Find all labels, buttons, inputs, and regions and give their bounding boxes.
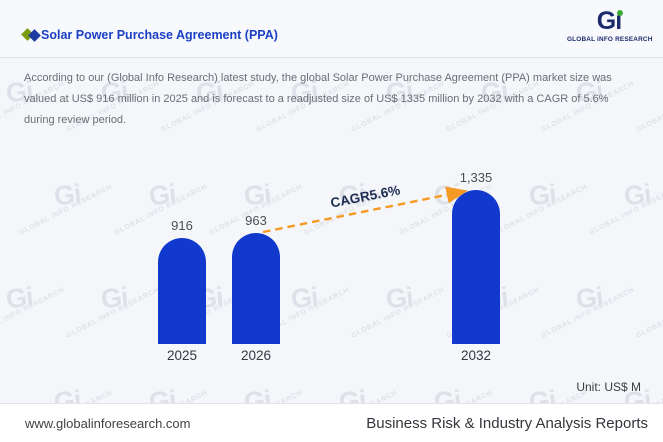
footer: www.globalinforesearch.com Business Risk…: [0, 403, 663, 442]
watermark-gi-icon: Gi: [147, 178, 177, 212]
bar-2025: [158, 238, 206, 344]
watermark-gi-icon: Gi: [52, 384, 82, 403]
watermark-text: GLOBAL INFO RESEARCH: [18, 183, 114, 237]
watermark-gi-icon: Gi: [147, 384, 177, 403]
watermark-gi-icon: Gi: [527, 384, 557, 403]
watermark-text: GLOBAL INFO RESEARCH: [18, 389, 113, 403]
watermark-text: GLOBAL INFO RESEARCH: [350, 286, 446, 340]
watermark-text: GLOBAL INFO RESEARCH: [493, 389, 588, 403]
watermark-gi-icon: Gi: [242, 178, 272, 212]
watermark-gi-icon: Gi: [4, 281, 34, 315]
bar-2026: [232, 233, 280, 344]
bar-2032: [452, 190, 500, 344]
footer-website: www.globalinforesearch.com: [25, 415, 191, 431]
watermark-gi-icon: Gi: [52, 178, 82, 212]
watermark-gi-icon: Gi: [622, 178, 652, 212]
watermark-text: GLOBAL INFO RESEARCH: [635, 286, 663, 340]
footer-tagline: Business Risk & Industry Analysis Report…: [366, 414, 648, 432]
watermark-text: GLOBAL INFO RESEARCH: [398, 389, 493, 403]
watermark-text: GLOBAL INFO RESEARCH: [303, 389, 398, 403]
x-axis-label-2026: 2026: [240, 348, 272, 363]
watermark-gi-icon: Gi: [527, 178, 557, 212]
brand-logo-caption: GLOBAL iNFO RESEARCH: [567, 36, 653, 43]
cagr-annotation: CAGR5.6%: [329, 182, 402, 211]
watermark-text: GLOBAL INFO RESEARCH: [113, 389, 208, 403]
page-title: Solar Power Purchase Agreement (PPA): [41, 28, 278, 42]
watermark-text: GLOBAL INFO RESEARCH: [588, 183, 663, 237]
bar-value-label-2026: 963: [245, 213, 267, 228]
watermark-text: GLOBAL INFO RESEARCH: [0, 286, 66, 340]
summary-text: According to our (Global Info Research) …: [24, 72, 612, 126]
logo-letter-i: ı: [615, 7, 622, 35]
x-axis-label-2025: 2025: [166, 348, 198, 363]
bar-value-label-2032: 1,335: [459, 170, 493, 185]
watermark-text: GLOBAL INFO RESEARCH: [540, 286, 636, 340]
summary-section: According to our (Global Info Research) …: [0, 57, 663, 131]
watermark-gi-icon: Gi: [242, 384, 272, 403]
bar-group-2026: 963 2026: [216, 213, 296, 363]
watermark-gi-icon: Gi: [384, 281, 414, 315]
watermark-gi-icon: Gi: [432, 384, 462, 403]
logo-letter-g: G: [596, 7, 616, 35]
bar-value-label-2025: 916: [171, 218, 193, 233]
watermark-text: GLOBAL INFO RESEARCH: [208, 389, 303, 403]
brand-logo-mark: Gı: [596, 7, 624, 35]
watermark-gi-icon: Gi: [574, 281, 604, 315]
watermark-gi-icon: Gi: [99, 281, 129, 315]
x-axis-label-2032: 2032: [460, 348, 492, 363]
header: Solar Power Purchase Agreement (PPA) Gı …: [0, 0, 663, 58]
watermark-gi-icon: Gi: [337, 384, 367, 403]
logo-green-dot-icon: [617, 10, 624, 16]
brand-logo: Gı GLOBAL iNFO RESEARCH: [567, 7, 653, 44]
unit-label: Unit: US$ M: [576, 380, 641, 394]
bar-group-2032: 1,335 2032: [436, 170, 516, 363]
bar-group-2025: 916 2025: [142, 218, 222, 363]
